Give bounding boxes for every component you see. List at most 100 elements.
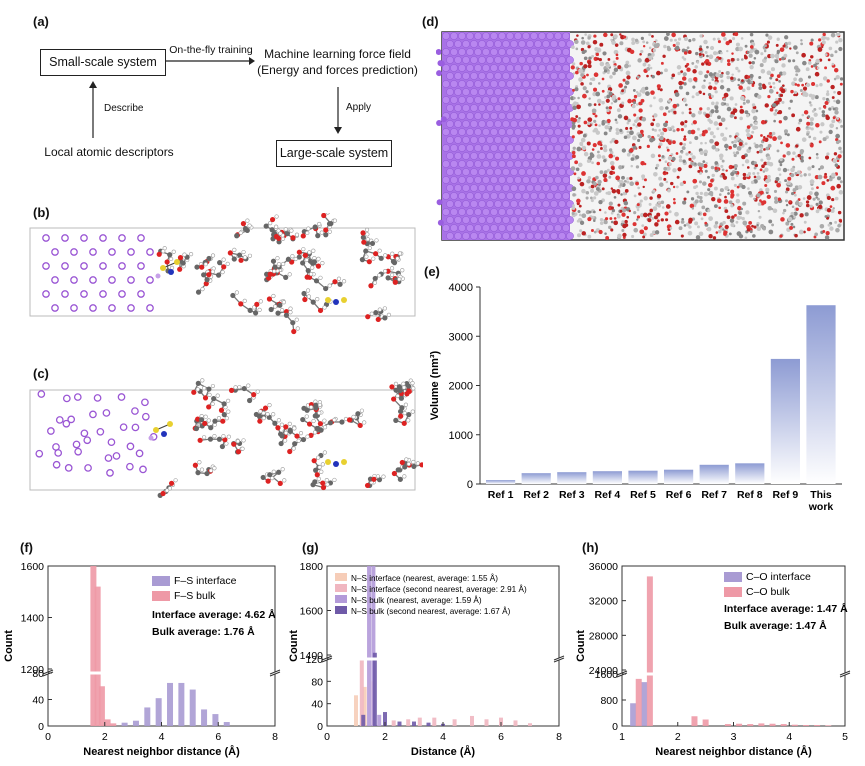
li-atom (474, 32, 482, 40)
electrolyte-atom (783, 115, 788, 121)
electrolyte-atom (580, 40, 586, 45)
electrolyte-atom (751, 130, 755, 134)
li-atom (108, 248, 116, 256)
li-atom (446, 136, 454, 144)
li-atom (139, 465, 147, 474)
electrolyte-atom (729, 114, 734, 118)
volume-bar (521, 473, 551, 484)
hydrogen-atom (304, 257, 309, 263)
hydrogen-atom (332, 417, 337, 422)
li-atom (562, 128, 570, 136)
li-atom (450, 128, 458, 136)
li-atom (538, 224, 546, 232)
li-atom (466, 160, 474, 168)
electrolyte-atom (667, 188, 671, 193)
electrolyte-atom (838, 139, 842, 143)
electrolyte-atom (652, 206, 658, 211)
electrolyte-atom (586, 141, 591, 146)
electrolyte-atom (635, 181, 639, 186)
li-atom (442, 32, 450, 40)
electrolyte-atom (637, 58, 642, 63)
electrolyte-atom (609, 140, 613, 144)
electrolyte-atom (714, 109, 719, 114)
electrolyte-atom (774, 199, 779, 204)
molecular-snapshot-small-b (29, 213, 416, 335)
electrolyte-atom (811, 81, 816, 87)
hydrogen-atom (305, 288, 311, 293)
li-atom (494, 232, 502, 240)
electrolyte-atom (781, 100, 785, 104)
electrolyte-atom (749, 49, 754, 54)
histogram-bar (397, 721, 402, 726)
li-atom (514, 208, 522, 216)
electrolyte-atom (632, 222, 637, 227)
hydrogen-atom (369, 311, 374, 316)
electrolyte-atom (741, 216, 745, 221)
electrolyte-atom (642, 185, 645, 189)
annotation: Bulk average: 1.47 Å (724, 619, 827, 632)
electrolyte-atom (636, 218, 639, 221)
li-atom (494, 200, 502, 208)
chain-atom (220, 418, 226, 424)
electrolyte-atom (626, 180, 630, 184)
electrolyte-atom (765, 33, 769, 37)
electrolyte-atom (730, 57, 735, 62)
electrolyte-atom (802, 90, 807, 96)
electrolyte-atom (730, 76, 734, 80)
chain-atom (195, 380, 201, 386)
electrolyte-atom (712, 135, 716, 139)
electrolyte-atom (625, 126, 629, 130)
electrolyte-atom (608, 175, 612, 179)
li-atom (498, 176, 506, 184)
chain-atom (312, 224, 318, 230)
electrolyte-atom (575, 47, 579, 51)
y-tick-label: 0 (612, 721, 618, 733)
electrolyte-atom (681, 111, 685, 115)
li-atom (73, 393, 82, 401)
x-axis-title: Nearest neighbor distance (Å) (655, 745, 812, 758)
electrolyte-atom (710, 109, 715, 114)
electrolyte-atom (672, 103, 678, 109)
electrolyte-atom (815, 196, 818, 199)
electrolyte-atom (798, 201, 803, 207)
hydrogen-atom (311, 248, 316, 253)
li-atom (534, 232, 542, 240)
li-atom (450, 192, 458, 200)
electrolyte-atom (622, 232, 627, 238)
electrolyte-atom (753, 57, 757, 60)
x-tick-label: 0 (324, 731, 330, 743)
li-atom (486, 88, 494, 96)
electrolyte-atom (791, 205, 795, 209)
electrolyte-atom (688, 39, 692, 43)
electrolyte-atom (701, 132, 706, 137)
histogram-bar (104, 719, 111, 726)
electrolyte-atom (587, 117, 593, 123)
electrolyte-atom (610, 102, 614, 105)
electrolyte-atom (766, 134, 770, 138)
electrolyte-atom (734, 116, 737, 120)
electrolyte-atom (725, 127, 728, 130)
electrolyte-atom (741, 154, 746, 160)
electrolyte-atom (782, 71, 787, 76)
electrolyte-atom (718, 193, 722, 196)
x-tick-label: 8 (556, 731, 562, 743)
electrolyte-atom (796, 170, 801, 175)
hydrogen-atom (365, 237, 370, 242)
electrolyte-atom (641, 177, 645, 181)
electrolyte-atom (699, 34, 703, 38)
li-atom (462, 136, 470, 144)
li-atom (474, 128, 482, 136)
hydrogen-atom (267, 403, 272, 408)
electrolyte-atom (826, 79, 830, 83)
li-atom (494, 104, 502, 112)
electrolyte-atom (790, 192, 795, 196)
chain-atom (300, 416, 306, 423)
chain-atom (393, 417, 399, 423)
electrolyte-atom (579, 130, 583, 134)
electrolyte-atom (779, 71, 783, 76)
chain-atom (311, 259, 318, 265)
chain-atom (284, 231, 291, 237)
chain-atom (180, 260, 186, 266)
li-atom (486, 200, 494, 208)
histogram-bar (110, 723, 117, 726)
